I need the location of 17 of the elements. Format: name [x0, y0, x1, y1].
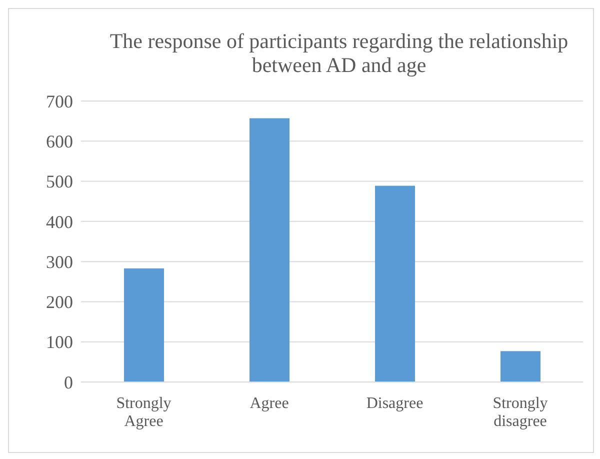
x-tick-label: Agree — [250, 395, 289, 412]
x-tick-label: Strongly disagree — [492, 395, 548, 430]
y-tick-label: 700 — [46, 91, 73, 112]
bar — [250, 118, 290, 382]
y-tick-label: 0 — [64, 372, 73, 392]
x-tick-label: Disagree — [366, 395, 424, 412]
y-tick-label: 600 — [46, 132, 73, 152]
y-tick-label: 300 — [46, 252, 73, 272]
bar — [124, 268, 164, 382]
x-tick-label: Strongly Agree — [116, 395, 172, 430]
y-tick-label: 500 — [46, 172, 73, 192]
y-tick-label: 200 — [46, 292, 73, 312]
chart-title: The response of participants regarding the relationship between AD and age — [108, 29, 570, 77]
y-tick-label: 100 — [46, 332, 73, 352]
y-tick-label: 400 — [46, 212, 73, 232]
bar — [375, 186, 415, 382]
bar — [500, 351, 540, 382]
